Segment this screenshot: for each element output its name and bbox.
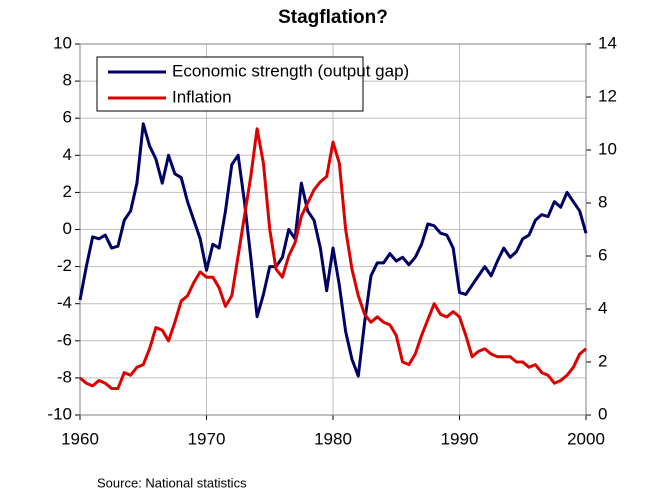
x-tick-label: 1990: [441, 429, 479, 448]
y-tick-label: 10: [53, 33, 72, 52]
y-tick-label: 8: [63, 71, 72, 90]
x-tick-label: 2000: [567, 429, 605, 448]
y-tick-label: -2: [57, 256, 72, 275]
y-tick-label: 2: [63, 182, 72, 201]
y2-tick-label: 6: [598, 245, 607, 264]
source-note: Source: National statistics: [97, 475, 247, 490]
x-tick-label: 1970: [188, 429, 226, 448]
y-tick-label: -10: [47, 404, 72, 423]
y-tick-label: -6: [57, 330, 72, 349]
y2-tick-label: 8: [598, 192, 607, 211]
legend-label: Inflation: [172, 87, 232, 106]
series-line: [79, 127, 587, 390]
y-tick-label: -4: [57, 293, 72, 312]
y2-tick-label: 14: [598, 33, 617, 52]
y-tick-label: -8: [57, 367, 72, 386]
series-line: [78, 122, 588, 378]
x-tick-label: 1960: [61, 429, 99, 448]
chart-title: Stagflation?: [278, 7, 388, 28]
legend-box: [96, 56, 364, 112]
y2-tick-label: 12: [598, 86, 617, 105]
y-tick-label: 0: [63, 219, 72, 238]
y2-tick-label: 0: [598, 404, 607, 423]
y-tick-label: 6: [63, 108, 72, 127]
legend-label: Economic strength (output gap): [172, 61, 409, 80]
y2-tick-label: 2: [598, 351, 607, 370]
x-tick-label: 1980: [314, 429, 352, 448]
y2-tick-label: 4: [598, 298, 607, 317]
y2-tick-label: 10: [598, 139, 617, 158]
y-tick-label: 4: [63, 145, 72, 164]
